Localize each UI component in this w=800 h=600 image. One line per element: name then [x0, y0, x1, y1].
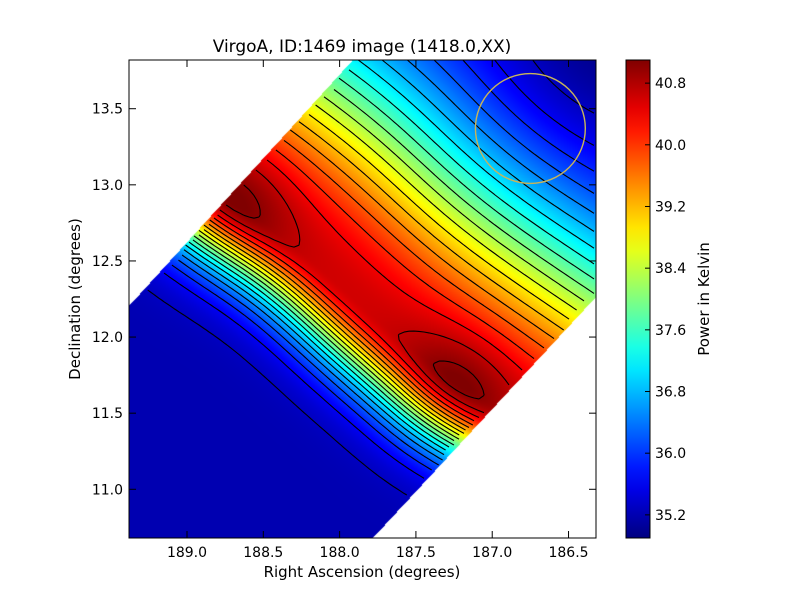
contour-line-11: [198, 104, 577, 436]
colorbar-tick-label: 39.2: [655, 199, 686, 215]
contour-line-0: [147, 60, 595, 496]
x-tick-label: 186.5: [548, 545, 588, 561]
colorbar-ticks: 35.2 36.0 36.8 37.6 38.4 39.2 40.0 40.8: [645, 76, 686, 524]
y-tick-label: 12.0: [92, 330, 123, 346]
contour-line-8: [192, 77, 595, 446]
contour-line-5: [183, 60, 595, 456]
plot-area: 189.0 188.5 188.0 187.5 187.0 186.5 11.011.51…: [92, 59, 597, 561]
x-tick-label: 188.0: [320, 545, 360, 561]
contour-line-1: [163, 60, 595, 479]
y-tick-label: 11.0: [92, 482, 123, 498]
contour-line-2: [171, 60, 595, 471]
colorbar-tick-label: 38.4: [655, 261, 686, 277]
contour-line-13: [203, 121, 565, 431]
colorbar-tick-label: 35.2: [655, 508, 686, 524]
colorbar-tick-label: 36.0: [655, 446, 686, 462]
contour-line-14: [208, 129, 555, 428]
x-axis-ticks: 189.0 188.5 188.0 187.5 187.0 186.5: [167, 60, 589, 561]
colorbar-tick-label: 40.0: [655, 138, 686, 154]
plot-frame: [128, 59, 597, 539]
colorbar-tick-label: 37.6: [655, 323, 686, 339]
contour-lines: [147, 60, 595, 496]
y-tick-label: 11.5: [92, 406, 123, 422]
x-tick-label: 187.5: [396, 545, 436, 561]
contour-line-4: [181, 60, 595, 461]
y-tick-label: 13.0: [92, 178, 123, 194]
y-tick-label: 12.5: [92, 254, 123, 270]
colorbar-tick-label: 40.8: [655, 76, 686, 92]
contour-line-18: [219, 169, 510, 414]
x-tick-label: 189.0: [167, 545, 207, 561]
x-tick-label: 187.0: [472, 545, 512, 561]
contour-line-10: [198, 96, 585, 440]
contour-line-16: [213, 149, 535, 422]
contour-line-7: [188, 69, 595, 448]
contour-line-12: [203, 114, 570, 434]
y-axis-label: Declination (degrees): [66, 218, 84, 380]
y-tick-label: 13.5: [92, 102, 123, 118]
heatmap-image: [129, 60, 596, 538]
contour-line-19: [225, 184, 485, 400]
contour-line-3: [178, 60, 595, 466]
colorbar-tick-label: 36.8: [655, 385, 686, 401]
x-tick-label: 188.5: [243, 545, 283, 561]
colorbar-label: Power in Kelvin: [695, 242, 713, 356]
x-axis-label: Right Ascension (degrees): [264, 563, 461, 581]
y-axis-ticks: 11.0 11.5 12.0 12.5 13.0 13.5: [92, 102, 596, 498]
colorbar: 35.2 36.0 36.8 37.6 38.4 39.2 40.0 40.8 Power i…: [625, 59, 713, 539]
chart-title: VirgoA, ID:1469 image (1418.0,XX): [213, 37, 512, 57]
contour-line-15: [209, 139, 545, 426]
contour-line-9: [193, 89, 595, 442]
colorbar-bar: [625, 59, 651, 539]
contour-line-17: [217, 159, 523, 418]
beam-circle: [474, 72, 587, 185]
